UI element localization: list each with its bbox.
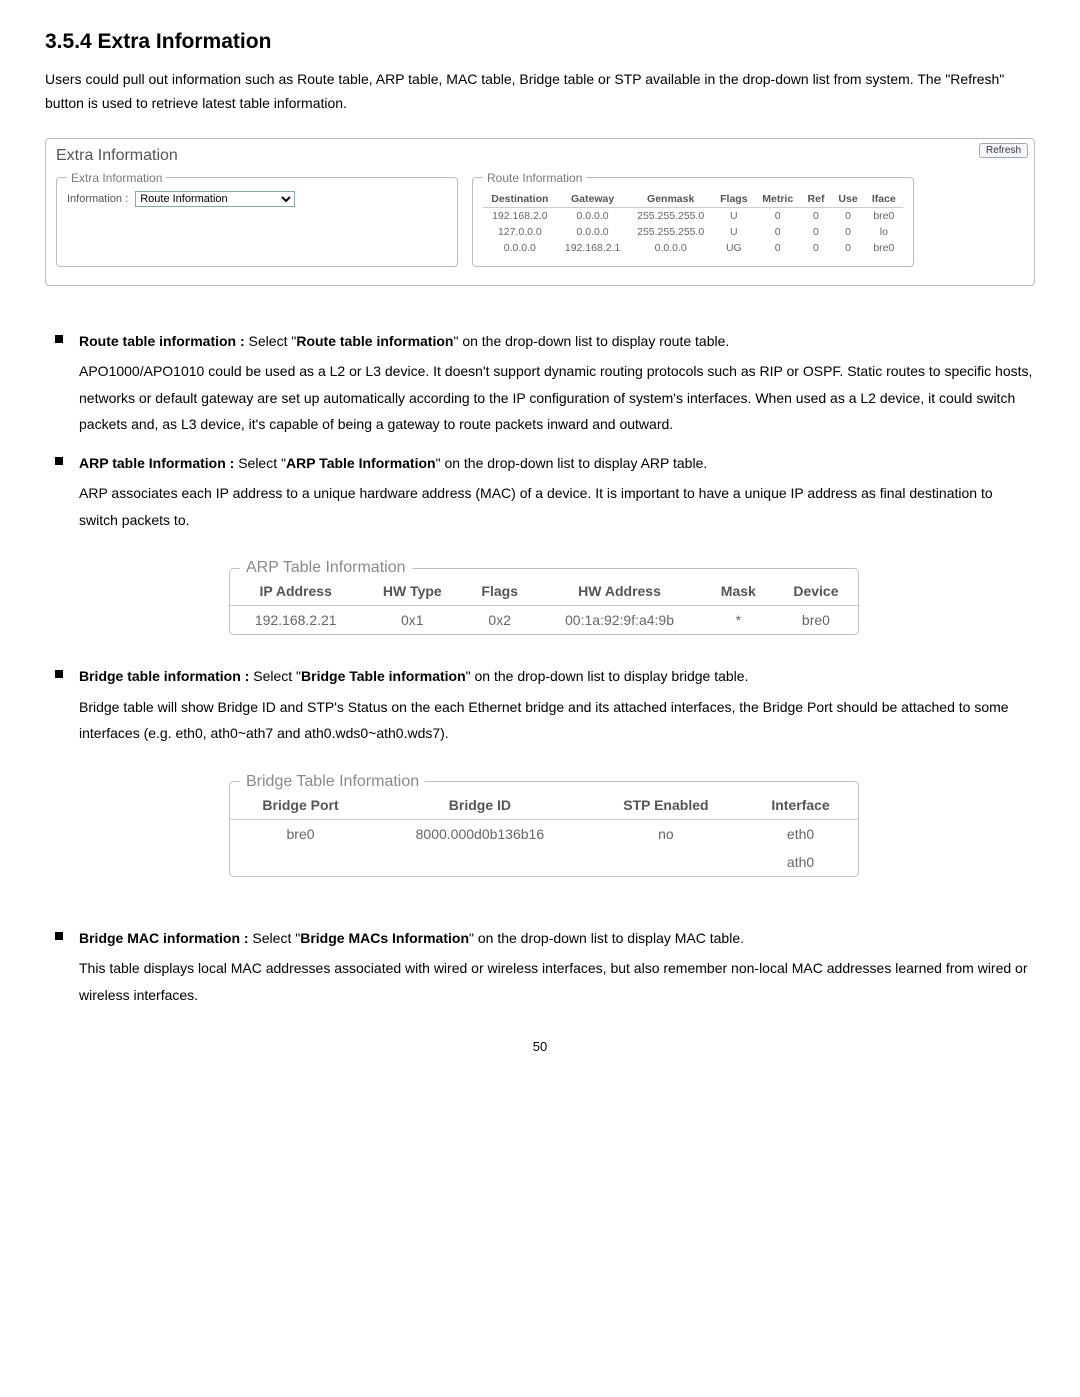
route-th: Destination: [483, 191, 557, 208]
arp-row: 192.168.2.21 0x1 0x2 00:1a:92:9f:a4:9b *…: [230, 606, 858, 635]
bullet-body: This table displays local MAC addresses …: [79, 955, 1035, 1008]
route-table: Destination Gateway Genmask Flags Metric…: [483, 191, 903, 256]
route-row: 0.0.0.0 192.168.2.1 0.0.0.0 UG 0 0 0 bre…: [483, 240, 903, 256]
bullet-body: ARP associates each IP address to a uniq…: [79, 480, 1035, 533]
bullet-title: Route table information :: [79, 333, 245, 349]
bullet-title: Bridge table information :: [79, 668, 249, 684]
route-info-legend: Route Information: [483, 171, 586, 185]
bridge-row: ath0: [230, 848, 858, 876]
extra-info-legend: Extra Information: [67, 171, 166, 185]
extra-info-fieldset: Extra Information Information : Route In…: [56, 171, 458, 267]
extra-info-panel: Extra Information Refresh Extra Informat…: [45, 138, 1035, 286]
bullet-body: APO1000/APO1010 could be used as a L2 or…: [79, 358, 1035, 438]
bullet-route: Route table information : Select "Route …: [45, 330, 1035, 438]
bullet-title: Bridge MAC information :: [79, 930, 249, 946]
bullet-body: Bridge table will show Bridge ID and STP…: [79, 694, 1035, 747]
page-number: 50: [45, 1039, 1035, 1054]
bridge-table: Bridge Port Bridge ID STP Enabled Interf…: [230, 791, 858, 876]
route-th: Metric: [755, 191, 801, 208]
bullet-title: ARP table Information :: [79, 455, 234, 471]
bridge-table-fieldset: Bridge Table Information Bridge Port Bri…: [229, 773, 859, 877]
refresh-button[interactable]: Refresh: [979, 143, 1028, 158]
panel-title: Extra Information: [56, 147, 1024, 165]
bridge-row: bre0 8000.000d0b136b16 no eth0: [230, 819, 858, 848]
route-th: Iface: [865, 191, 903, 208]
section-heading: 3.5.4 Extra Information: [45, 30, 1035, 54]
route-th: Gateway: [557, 191, 629, 208]
route-row: 127.0.0.0 0.0.0.0 255.255.255.0 U 0 0 0 …: [483, 224, 903, 240]
arp-table-legend: ARP Table Information: [240, 559, 412, 577]
arp-table: IP Address HW Type Flags HW Address Mask…: [230, 577, 858, 634]
section-intro: Users could pull out information such as…: [45, 68, 1035, 116]
route-th: Genmask: [629, 191, 713, 208]
information-dropdown[interactable]: Route Information: [135, 191, 295, 207]
bullet-mac: Bridge MAC information : Select "Bridge …: [45, 927, 1035, 1009]
arp-table-fieldset: ARP Table Information IP Address HW Type…: [229, 559, 859, 635]
route-th: Flags: [713, 191, 755, 208]
bullet-arp: ARP table Information : Select "ARP Tabl…: [45, 452, 1035, 636]
route-th: Ref: [801, 191, 832, 208]
route-th: Use: [831, 191, 864, 208]
route-info-fieldset: Route Information Destination Gateway Ge…: [472, 171, 914, 267]
route-row: 192.168.2.0 0.0.0.0 255.255.255.0 U 0 0 …: [483, 207, 903, 224]
bullet-bridge: Bridge table information : Select "Bridg…: [45, 665, 1035, 877]
information-label: Information :: [67, 193, 128, 205]
bridge-table-legend: Bridge Table Information: [240, 773, 425, 791]
